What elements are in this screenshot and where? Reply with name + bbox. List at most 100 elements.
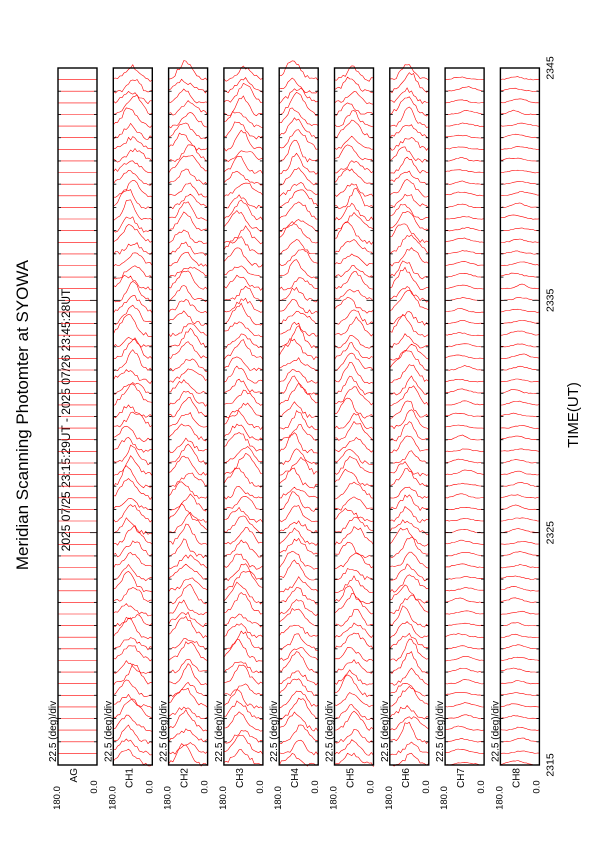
scan-trace (334, 585, 374, 605)
scan-trace (334, 342, 374, 360)
scan-trace (223, 76, 264, 94)
scan-trace (334, 692, 374, 708)
scan-trace (168, 611, 208, 628)
scan-trace (223, 730, 263, 744)
scan-trace (334, 187, 374, 209)
scan-trace (389, 64, 429, 81)
scan-trace (389, 486, 429, 499)
scan-trace (113, 336, 153, 348)
scan-trace (389, 741, 429, 756)
scan-trace (389, 467, 430, 488)
scan-trace (500, 157, 540, 162)
scan-trace (445, 587, 485, 592)
scan-trace (113, 304, 153, 325)
scan-trace (113, 614, 153, 627)
panel-ch1: 180.0 0.0 CH1 22.5 (deg)/div (103, 64, 155, 810)
scan-trace (223, 302, 264, 326)
scan-trace (168, 437, 208, 454)
scan-trace (223, 592, 263, 615)
scan-trace (389, 638, 429, 662)
scale-label: 22.5 (deg)/div (48, 701, 59, 762)
scan-trace (278, 647, 319, 661)
channel-label: CH6 (401, 768, 412, 788)
scan-trace (389, 594, 429, 614)
scan-trace (500, 494, 540, 499)
scan-trace (113, 252, 153, 267)
scan-trace (389, 146, 430, 163)
scan-trace (223, 734, 264, 755)
scan-trace (278, 117, 319, 139)
chart-subtitle: 2025 07/25 23:15:29UT - 2025 07/26 23:45… (59, 288, 73, 551)
scan-trace (223, 356, 263, 371)
scan-trace (168, 472, 208, 488)
scan-trace (389, 519, 429, 535)
scan-trace (500, 726, 540, 731)
scan-trace (279, 424, 319, 442)
scan-trace (223, 700, 263, 720)
scan-trace (445, 738, 485, 743)
scan-trace (444, 633, 485, 638)
scale-label: 22.5 (deg)/div (214, 701, 225, 762)
scan-trace (223, 453, 263, 476)
y-tick-label-bottom: 0.0 (310, 780, 321, 793)
scan-trace (223, 274, 264, 291)
scan-trace (389, 96, 430, 117)
scan-trace (113, 724, 153, 745)
channel-label: AG (69, 768, 80, 783)
scan-trace (500, 261, 540, 267)
scan-trace (168, 358, 208, 372)
scan-trace (168, 493, 208, 512)
y-tick-label-top: 180.0 (218, 786, 229, 810)
scan-trace (223, 446, 263, 463)
scan-trace (334, 647, 374, 662)
scan-trace (168, 681, 208, 698)
scan-trace (113, 189, 153, 209)
scan-trace (445, 725, 485, 731)
scan-trace (113, 199, 153, 221)
scan-trace (223, 265, 263, 278)
scan-trace (223, 563, 264, 582)
scan-trace (389, 421, 429, 442)
scan-trace (168, 658, 208, 674)
scan-trace (223, 467, 264, 488)
y-tick-label-bottom: 0.0 (476, 780, 487, 793)
scan-trace (500, 98, 540, 104)
scan-trace (389, 266, 429, 291)
scan-trace (168, 211, 208, 232)
scan-trace (389, 247, 429, 267)
scan-trace (279, 608, 319, 627)
scan-trace (113, 663, 153, 686)
scan-trace (500, 353, 540, 359)
scan-trace (445, 146, 485, 151)
scan-trace (445, 622, 485, 627)
scan-trace (113, 313, 153, 337)
scan-trace (500, 551, 540, 557)
scan-trace (223, 95, 264, 117)
y-tick-label-top: 180.0 (494, 786, 505, 810)
panel-ch2: 180.0 0.0 CH2 22.5 (deg)/div (159, 60, 211, 810)
scan-trace (113, 616, 153, 640)
scan-trace (334, 221, 374, 245)
scan-trace (223, 515, 263, 534)
scan-trace (223, 111, 264, 129)
scan-trace (500, 575, 540, 580)
scan-trace (334, 239, 374, 255)
scan-trace (223, 194, 264, 209)
scan-trace (445, 250, 485, 254)
scan-trace (168, 78, 208, 94)
scan-trace (334, 202, 374, 221)
scan-trace (279, 633, 319, 652)
scan-trace (389, 203, 429, 221)
scan-trace (389, 551, 429, 569)
scan-trace (334, 420, 374, 442)
scale-label: 22.5 (deg)/div (159, 701, 170, 762)
scan-trace (168, 122, 208, 140)
scan-trace (223, 661, 264, 674)
scan-trace (389, 461, 429, 477)
x-tick-label: 2335 (544, 288, 556, 312)
scan-trace (389, 682, 429, 697)
scan-trace (223, 689, 264, 709)
scan-trace (279, 167, 319, 186)
scan-trace (278, 550, 319, 570)
